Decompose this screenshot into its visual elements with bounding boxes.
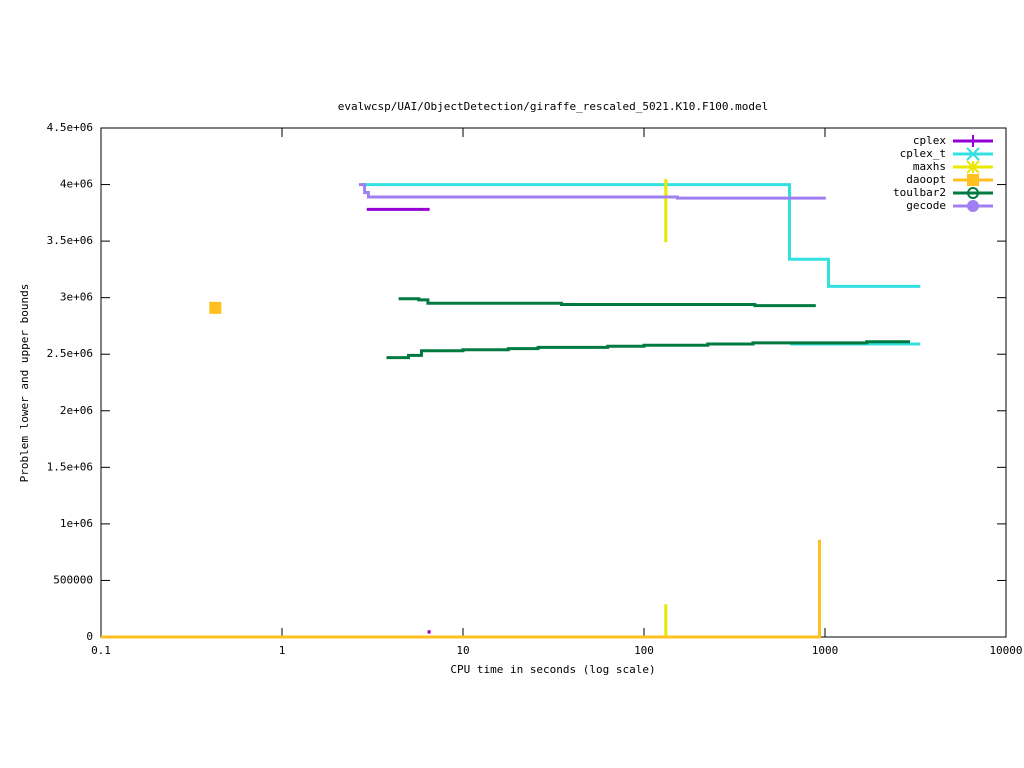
x-tick-label: 1 [279,644,286,657]
series-line [358,183,826,200]
y-tick-label: 4.5e+06 [47,121,93,134]
legend-marker [966,160,980,174]
series-line [366,207,431,634]
y-axis-label: Problem lower and upper bounds [18,284,31,483]
y-tick-label: 2e+06 [60,404,93,417]
legend-marker [967,174,979,186]
legend-marker [966,147,980,161]
y-tick-label: 1.5e+06 [47,460,93,473]
y-tick-label: 500000 [53,573,93,586]
x-axis-label: CPU time in seconds (log scale) [450,663,655,676]
y-tick-label: 0 [86,630,93,643]
legend-label: toulbar2 [893,186,946,199]
x-tick-label: 1000 [812,644,839,657]
data-point [209,301,222,314]
y-tick-label: 3.5e+06 [47,234,93,247]
series-line [101,539,821,639]
y-tick-label: 1e+06 [60,517,93,530]
series-line [386,297,910,360]
x-tick-label: 10000 [989,644,1022,657]
x-tick-label: 10 [456,644,469,657]
legend-marker [967,187,979,199]
y-tick-label: 3e+06 [60,291,93,304]
legend-label: gecode [906,199,946,212]
legend-label: cplex_t [900,147,946,160]
chart-title: evalwcsp/UAI/ObjectDetection/giraffe_res… [338,100,768,113]
legend-label: cplex [913,134,946,147]
legend-marker [967,135,979,147]
y-tick-label: 4e+06 [60,178,93,191]
legend-marker [967,200,979,212]
x-tick-label: 0.1 [91,644,111,657]
legend-label: daoopt [906,173,946,186]
x-tick-label: 100 [634,644,654,657]
y-tick-label: 2.5e+06 [47,347,93,360]
legend-label: maxhs [913,160,946,173]
